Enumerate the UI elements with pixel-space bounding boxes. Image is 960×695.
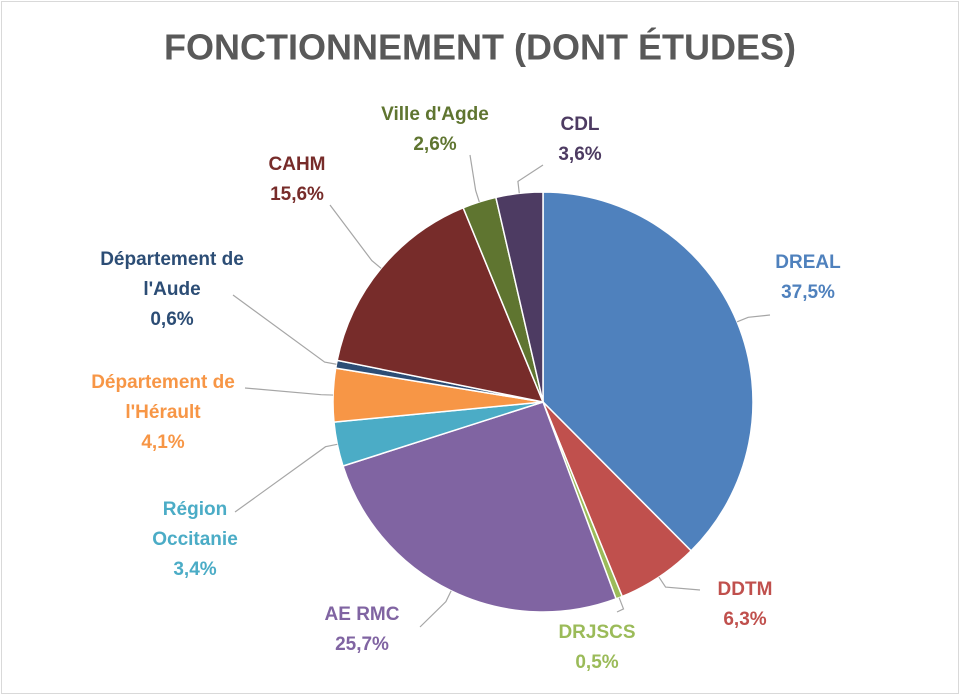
pie-slice [494,191,544,403]
category-label: CAHM [268,154,326,175]
value-label: 0,5% [575,652,619,673]
data-label: Département de l'Hérault 4,1% [78,368,248,458]
category-label: DREAL [775,252,841,273]
value-label: 0,6% [150,309,194,330]
value-label: 2,6% [413,134,457,155]
leader-line [658,576,701,591]
leader-line [469,154,480,203]
data-label: Région Occitanie 3,4% [130,495,260,585]
data-label: DRJSCS 0,5% [542,618,652,678]
leader-line [234,443,338,513]
value-label: 15,6% [270,184,324,205]
leader-line [517,164,544,194]
pie-slice [336,206,545,404]
category-label: CDL [560,114,600,135]
category-label: AE RMC [324,604,400,625]
leader-line [244,387,334,396]
data-label: Département de l'Aude 0,6% [87,245,257,335]
value-label: 4,1% [141,432,185,453]
leader-line [616,597,625,613]
leader-line [419,590,452,628]
value-label: 25,7% [335,634,389,655]
data-label: DREAL 37,5% [748,248,868,308]
category-label: DRJSCS [558,622,636,643]
value-label: 3,4% [173,559,217,580]
category-label: DDTM [717,579,773,600]
data-label: Ville d'Agde 2,6% [355,100,515,160]
chart-title: FONCTIONNEMENT (DONT ÉTUDES) [164,27,796,68]
value-label: 6,3% [723,609,767,630]
value-label: 37,5% [781,282,835,303]
leader-line [736,314,771,323]
data-label: CDL 3,6% [540,110,620,170]
pie-slice [342,401,618,613]
leader-line [329,204,382,269]
category-label: Région Occitanie [152,499,238,550]
category-label: Ville d'Agde [381,104,489,125]
category-label: Département de l'Hérault [91,372,235,423]
data-label: AE RMC 25,7% [307,600,417,660]
leader-line [232,294,337,365]
data-label: CAHM 15,6% [247,150,347,210]
category-label: Département de l'Aude [100,249,244,300]
data-label: DDTM 6,3% [695,575,795,635]
value-label: 3,6% [558,144,602,165]
